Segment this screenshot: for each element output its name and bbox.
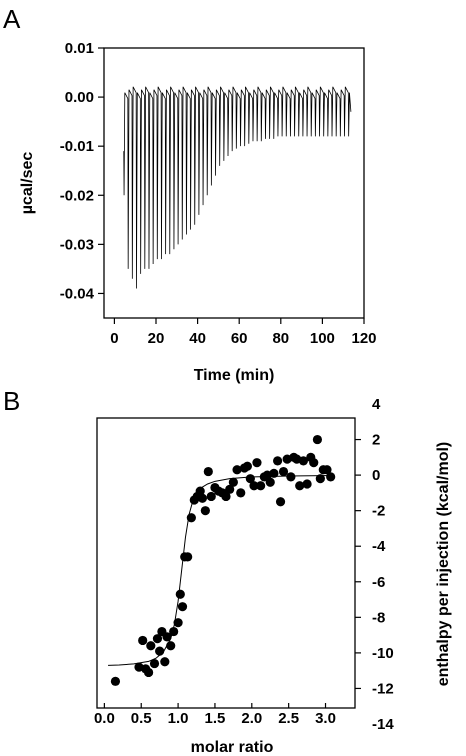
chart-b: 0.0 0.5 1.0 1.5 2.0 2.5 3.0 4 2 0 -2 -4 -6 -8 -10 -12 -…: [94, 396, 452, 756]
chart-b-data-point: [228, 477, 238, 487]
chart-b-data-point: [286, 472, 296, 482]
chart-b-data-point: [206, 491, 216, 502]
chart-a-ytick-label: -0.04: [60, 285, 95, 302]
chart-b-fit-curve: [108, 474, 333, 666]
chart-b-data-point: [110, 676, 121, 686]
chart-b-ytick-label: 0: [372, 467, 380, 484]
chart-b-ytick-label: -10: [372, 645, 394, 662]
chart-b-frame: [96, 417, 356, 709]
chart-b-ytick-label: 4: [372, 396, 381, 413]
chart-b-data-point: [186, 513, 196, 523]
chart-b-data-point: [166, 641, 176, 651]
chart-b-data-point: [298, 456, 308, 466]
chart-a-xtick-label: 0: [110, 330, 118, 347]
chart-b-xtick-label: 0.5: [131, 710, 152, 727]
chart-b-xtick-label: 2.5: [278, 710, 299, 727]
chart-b-data-point: [160, 657, 170, 667]
chart-b-data-point: [169, 626, 179, 637]
chart-b-data-point: [203, 466, 213, 477]
chart-b-data-point: [146, 641, 156, 651]
chart-b-data-point: [144, 667, 154, 678]
chart-b-xtick-label: 3.0: [315, 710, 336, 727]
chart-b-data-point: [256, 481, 266, 491]
chart-b-xtick-label: 1.5: [205, 710, 226, 727]
chart-b-data-point: [236, 488, 246, 498]
chart-b-data-point: [232, 465, 242, 475]
chart-b-data-point: [265, 477, 275, 487]
chart-b-data-point: [273, 456, 283, 466]
chart-b-data-point: [269, 468, 279, 478]
chart-b-ytick-label: 2: [372, 432, 380, 449]
chart-b-data-point: [200, 506, 210, 516]
chart-b-ytick-label: -6: [372, 574, 385, 591]
chart-b-xtick-label: 0.0: [94, 710, 115, 727]
chart-a: 0 20 40 60 80 100 120 0.01 0.00 -0.01 -0.02 -0.03 -…: [19, 40, 377, 384]
chart-b-data-point: [173, 618, 183, 628]
chart-b-data-point: [309, 458, 319, 468]
chart-a-trace: [123, 86, 352, 289]
chart-a-xtick-label: 100: [310, 330, 335, 347]
chart-a-ytick-label: 0.00: [65, 89, 94, 106]
chart-b-data-point: [326, 472, 336, 482]
chart-a-ytick-label: -0.02: [60, 187, 94, 204]
chart-b-ytick-label: -14: [372, 716, 394, 733]
chart-b-data-point: [152, 634, 163, 644]
chart-b-ylabel: enthalpy per injection (kcal/mol): [435, 442, 452, 687]
chart-b-data-point: [162, 632, 172, 642]
chart-a-frame: [103, 47, 365, 319]
chart-b-data-point: [322, 465, 332, 475]
chart-a-ytick-label: -0.03: [60, 236, 94, 253]
chart-a-xtick-label: 80: [272, 330, 289, 347]
panel-label-b: B: [3, 386, 20, 416]
chart-b-data-point: [252, 458, 262, 468]
chart-b-xtick-label: 2.0: [241, 710, 262, 727]
chart-b-ytick-label: -8: [372, 609, 385, 626]
chart-b-data-point: [302, 479, 312, 489]
chart-b-data-point: [138, 635, 148, 646]
chart-b-data-point: [149, 658, 160, 669]
chart-b-data-point: [197, 493, 208, 503]
chart-b-data-point: [183, 552, 193, 562]
panel-label-a: A: [3, 4, 21, 34]
chart-b-data-point: [195, 486, 205, 496]
chart-a-xlabel: Time (min): [194, 367, 275, 384]
chart-b-data-point: [221, 491, 231, 502]
chart-b-ytick-label: -12: [372, 680, 394, 697]
chart-b-ytick-label: -2: [372, 503, 385, 520]
chart-b-ytick-label: -4: [372, 538, 386, 555]
chart-b-data-point: [175, 589, 185, 599]
chart-b-data-point: [245, 474, 255, 484]
chart-a-ytick-label: 0.01: [65, 40, 94, 57]
chart-b-data-point: [242, 461, 252, 471]
chart-b-data-point: [295, 481, 305, 491]
chart-b-data-point: [278, 466, 289, 477]
chart-b-data-point: [225, 484, 235, 494]
chart-a-xtick-label: 60: [231, 330, 248, 347]
chart-b-data-point: [177, 602, 188, 612]
chart-b-xtick-label: 1.0: [168, 710, 189, 727]
chart-b-xlabel: molar ratio: [191, 739, 274, 756]
chart-a-xtick-label: 120: [351, 330, 376, 347]
chart-b-data-point: [155, 646, 165, 656]
chart-a-ytick-label: -0.01: [60, 138, 94, 155]
chart-b-data-point: [312, 434, 323, 445]
chart-b-data-point: [249, 481, 259, 491]
chart-a-xtick-label: 20: [148, 330, 165, 347]
chart-a-ylabel: µcal/sec: [19, 152, 36, 215]
chart-b-data-point: [315, 474, 325, 484]
chart-a-xtick-label: 40: [189, 330, 206, 347]
chart-b-data-point: [275, 497, 286, 507]
